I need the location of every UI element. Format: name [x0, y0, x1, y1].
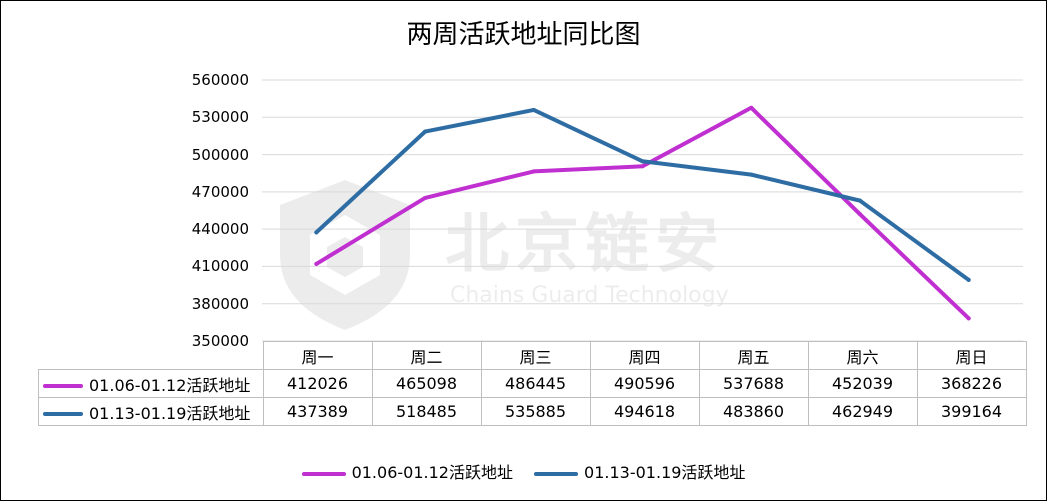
data-table-row-series-2: 01.13-01.19活跃地址 437389 518485 535885 494… [38, 397, 1027, 426]
legend-swatch-series-1 [301, 471, 346, 476]
data-label: 494618 [589, 397, 700, 426]
y-tick-label: 440000 [191, 220, 249, 239]
data-label: 368226 [916, 369, 1027, 398]
data-label: 462949 [807, 397, 918, 426]
data-point-series-1 [314, 261, 319, 266]
data-label: 412026 [262, 369, 373, 398]
data-label: 483860 [698, 397, 809, 426]
category-label: 周六 [807, 341, 918, 370]
series-1-name: 01.06-01.12活跃地址 [89, 375, 251, 395]
data-point-series-1 [640, 164, 645, 169]
series-2-key-line [43, 412, 83, 416]
category-label: 周四 [589, 341, 700, 370]
category-label: 周一 [262, 341, 373, 370]
data-label: 535885 [480, 397, 591, 426]
data-label: 465098 [371, 369, 482, 398]
data-label: 490596 [589, 369, 700, 398]
gridlines [262, 79, 1023, 342]
legend: 01.06-01.12活跃地址 01.13-01.19活跃地址 [0, 459, 1047, 483]
data-label: 399164 [916, 397, 1027, 426]
data-label: 518485 [371, 397, 482, 426]
data-point-series-2 [640, 159, 645, 164]
category-label: 周三 [480, 341, 591, 370]
series-lines [314, 105, 971, 321]
data-point-series-2 [314, 230, 319, 235]
data-point-series-2 [531, 107, 536, 112]
series-1-key-line [43, 384, 83, 388]
category-label: 周日 [916, 341, 1027, 370]
data-point-series-1 [857, 212, 862, 217]
y-tick-label: 530000 [191, 108, 249, 127]
legend-item-series-2: 01.13-01.19活跃地址 [534, 459, 745, 483]
data-point-series-1 [531, 169, 536, 174]
data-point-series-1 [966, 316, 971, 321]
series-2-row-label: 01.13-01.19活跃地址 [38, 397, 264, 426]
data-point-series-1 [749, 105, 754, 110]
chart-title: 两周活跃地址同比图 [406, 20, 641, 50]
category-label: 周五 [698, 341, 809, 370]
data-table-header-row: 周一 周二 周三 周四 周五 周六 周日 [38, 341, 1027, 370]
data-label: 537688 [698, 369, 809, 398]
data-label: 452039 [807, 369, 918, 398]
category-label: 周二 [371, 341, 482, 370]
data-table-corner [38, 341, 264, 370]
legend-swatch-series-2 [534, 471, 579, 476]
data-table: 周一 周二 周三 周四 周五 周六 周日 01.06-01.12活跃地址 412… [38, 341, 1027, 426]
data-point-series-1 [423, 195, 428, 200]
legend-label-series-2: 01.13-01.19活跃地址 [584, 463, 746, 482]
y-tick-label: 560000 [191, 71, 249, 89]
legend-item-series-1: 01.06-01.12活跃地址 [301, 459, 513, 483]
y-tick-label: 380000 [191, 294, 249, 313]
series-2-name: 01.13-01.19活跃地址 [89, 403, 251, 423]
data-label: 437389 [262, 397, 373, 426]
data-label: 486445 [480, 369, 591, 398]
data-table-row-series-1: 01.06-01.12活跃地址 412026 465098 486445 490… [38, 369, 1027, 398]
y-tick-label: 410000 [191, 257, 249, 276]
data-point-series-2 [423, 129, 428, 134]
data-point-series-2 [966, 277, 971, 282]
data-point-series-2 [749, 172, 754, 177]
y-tick-label: 500000 [191, 145, 249, 164]
series-1-row-label: 01.06-01.12活跃地址 [38, 369, 264, 398]
data-point-series-2 [857, 198, 862, 203]
legend-label-series-1: 01.06-01.12活跃地址 [351, 463, 513, 482]
series-line-2 [314, 107, 971, 282]
y-tick-label: 470000 [191, 182, 249, 201]
